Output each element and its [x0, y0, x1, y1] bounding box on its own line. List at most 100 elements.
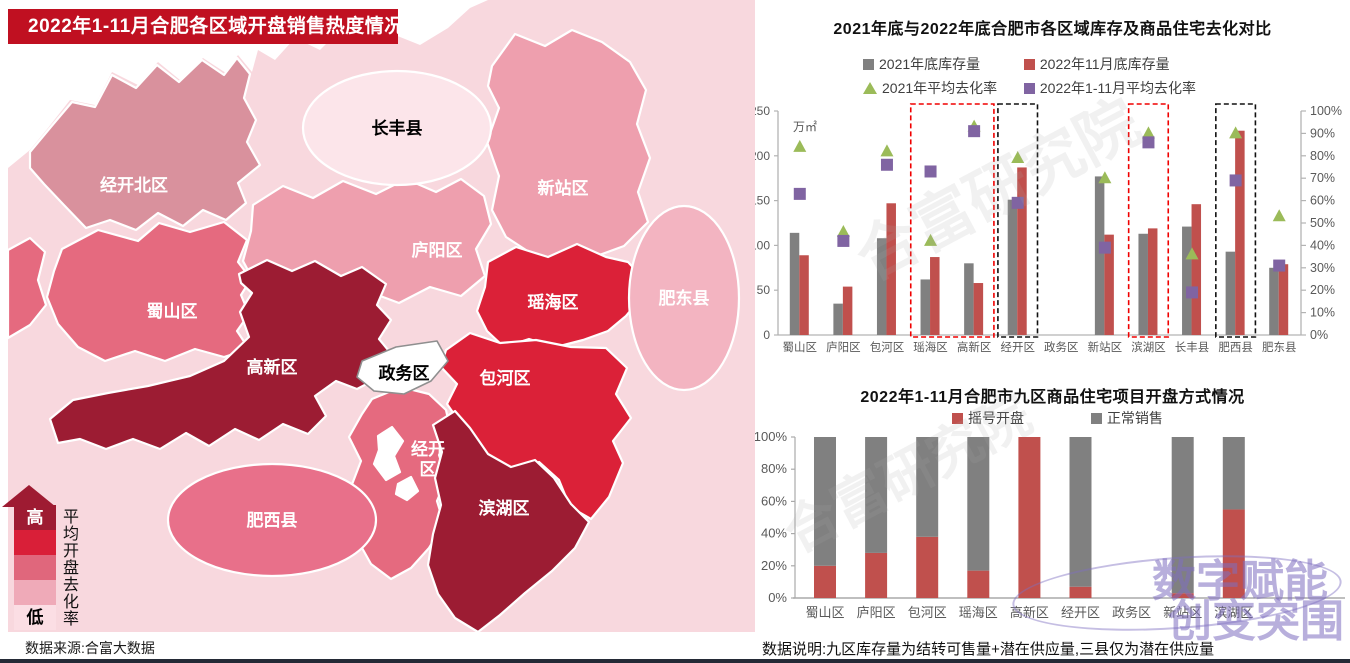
region-label-jingkai-line1: 经开 — [411, 439, 445, 459]
region-feidong — [627, 204, 741, 392]
svg-text:政务区: 政务区 — [1112, 605, 1151, 620]
svg-text:肥西县: 肥西县 — [1218, 341, 1253, 354]
lake-shape — [372, 425, 405, 482]
svg-text:90%: 90% — [1310, 126, 1335, 140]
data-explanation-note: 数据说明:九区库存量为结转可售量+潜在供应量,三县仅为潜在供应量 — [762, 641, 1215, 658]
bottom-edge-strip — [0, 659, 1350, 663]
svg-text:10%: 10% — [1310, 306, 1335, 320]
region-label-binhu: 滨湖区 — [479, 498, 530, 518]
chart1-legend-row1: 2021年底库存量 2022年11月底库存量 — [863, 54, 1170, 74]
data-source-note: 数据来源:合富大数据 — [25, 640, 155, 656]
heat-legend-box-high: 高 — [14, 505, 56, 530]
heat-legend-box-3 — [14, 555, 56, 580]
svg-text:瑶海区: 瑶海区 — [913, 340, 948, 354]
red-square-icon — [952, 413, 963, 424]
region-shushan — [45, 220, 253, 363]
chart1-legend-item-rate2022: 2022年1-11月平均去化率 — [1023, 78, 1196, 98]
chart2-title: 2022年1-11月合肥市九区商品住宅项目开盘方式情况 — [860, 389, 1245, 406]
region-label-shushan: 蜀山区 — [147, 302, 198, 321]
chart1-title: 2021年底与2022年底合肥市各区域库存及商品住宅去化对比 — [833, 21, 1272, 38]
svg-text:100%: 100% — [755, 429, 787, 444]
heat-legend-box-4 — [14, 580, 56, 605]
svg-text:20%: 20% — [1310, 283, 1335, 297]
svg-text:包河区: 包河区 — [908, 605, 947, 620]
region-label-yaohai: 瑶海区 — [528, 292, 579, 312]
svg-text:0: 0 — [763, 328, 770, 342]
svg-text:50%: 50% — [1310, 216, 1335, 230]
region-gaoxin — [48, 258, 395, 451]
hefei-heat-map: 经开北区 长丰县 新站区 庐阳区 蜀山区 瑶海区 高新区 包河区 政务区 经开 … — [6, 0, 755, 634]
chart1-legend-item-inventory2021: 2021年底库存量 — [863, 54, 1020, 74]
inventory-destock-chart: 0 50 100 150 200 250 0% 10% 20% 30% 40% 50% 60% 70% 80… — [755, 103, 1342, 354]
chart2-legend-item-lottery: 摇号开盘 — [952, 408, 1087, 428]
purple-square-icon — [1023, 83, 1035, 94]
svg-text:万㎡: 万㎡ — [793, 120, 817, 134]
opening-method-chart: 0% 20% 40% 60% 80% 100% 蜀山区 庐阳区 包河区 瑶海区 高新区 经开区 政务区新… — [755, 429, 1345, 620]
svg-text:60%: 60% — [1310, 194, 1335, 208]
svg-text:政务区: 政务区 — [1044, 340, 1079, 354]
svg-text:250: 250 — [755, 104, 770, 118]
svg-text:滨湖区: 滨湖区 — [1131, 340, 1166, 354]
region-label-changfeng: 长丰县 — [372, 118, 423, 138]
region-changfeng — [301, 69, 493, 187]
svg-text:70%: 70% — [1310, 171, 1335, 185]
svg-text:庐阳区: 庐阳区 — [857, 605, 896, 620]
svg-text:150: 150 — [755, 194, 770, 208]
gray-square-icon — [1090, 413, 1102, 424]
svg-text:40%: 40% — [1310, 238, 1335, 252]
region-label-xinzhan: 新站区 — [538, 178, 589, 198]
region-label-jingkaibei: 经开北区 — [100, 175, 168, 195]
chart2-legend-row: 摇号开盘 正常销售 — [952, 408, 1163, 428]
region-label-baohe: 包河区 — [480, 368, 531, 388]
heat-legend-axis-label: 平均开盘去化率 — [60, 508, 77, 627]
region-xinzhan — [485, 28, 652, 266]
region-label-feixi: 肥西县 — [247, 511, 298, 530]
chart1-legend-item-inventory2022: 2022年11月底库存量 — [1023, 54, 1170, 74]
svg-text:100%: 100% — [1310, 104, 1342, 118]
svg-text:50: 50 — [757, 283, 771, 297]
svg-text:经开区: 经开区 — [1000, 341, 1035, 354]
map-title-banner: 2022年1-11月合肥各区域开盘销售热度情况 — [8, 9, 403, 44]
chart1-legend-row2: 2021年平均去化率 2022年1-11月平均去化率 — [863, 78, 1196, 98]
lake-shape-small — [394, 475, 420, 502]
chart2-legend-item-normal: 正常销售 — [1090, 408, 1163, 428]
region-binhu — [426, 409, 591, 634]
region-feixi — [166, 462, 378, 578]
svg-text:200: 200 — [755, 149, 770, 163]
svg-text:肥东县: 肥东县 — [1262, 341, 1297, 354]
region-label-gaoxin: 高新区 — [247, 357, 298, 377]
map-west-wedge — [6, 236, 48, 340]
svg-text:20%: 20% — [761, 558, 787, 573]
svg-text:庐阳区: 庐阳区 — [826, 340, 861, 354]
svg-text:80%: 80% — [761, 461, 787, 476]
svg-text:新站区: 新站区 — [1088, 340, 1123, 354]
svg-text:包河区: 包河区 — [870, 341, 905, 354]
region-yaohai — [475, 242, 647, 349]
svg-text:60%: 60% — [761, 493, 787, 508]
svg-text:蜀山区: 蜀山区 — [805, 605, 844, 620]
chart1-legend-item-rate2021: 2021年平均去化率 — [863, 78, 1020, 98]
svg-text:新站区: 新站区 — [1163, 605, 1202, 620]
red-square-icon — [1023, 59, 1035, 70]
svg-text:40%: 40% — [761, 526, 787, 541]
svg-text:0%: 0% — [1310, 328, 1328, 342]
green-triangle-icon — [863, 82, 877, 94]
svg-text:80%: 80% — [1310, 149, 1335, 163]
svg-text:长丰县: 长丰县 — [1175, 341, 1210, 354]
region-zhengwu — [356, 340, 449, 395]
region-label-feidong: 肥东县 — [659, 288, 710, 308]
svg-text:瑶海区: 瑶海区 — [959, 605, 998, 620]
heat-legend-box-low: 低 — [14, 605, 56, 630]
region-label-jingkai-line2: 区 — [420, 460, 437, 479]
svg-text:高新区: 高新区 — [957, 340, 992, 354]
svg-text:100: 100 — [755, 238, 770, 252]
heat-legend-arrow-icon — [2, 485, 56, 507]
region-label-luyang: 庐阳区 — [412, 240, 463, 260]
svg-text:蜀山区: 蜀山区 — [783, 341, 818, 354]
svg-text:高新区: 高新区 — [1010, 605, 1049, 620]
svg-text:0%: 0% — [768, 590, 787, 605]
region-jingkaibei — [28, 56, 262, 232]
heat-legend-box-2 — [14, 530, 56, 555]
svg-text:滨湖区: 滨湖区 — [1214, 605, 1253, 620]
